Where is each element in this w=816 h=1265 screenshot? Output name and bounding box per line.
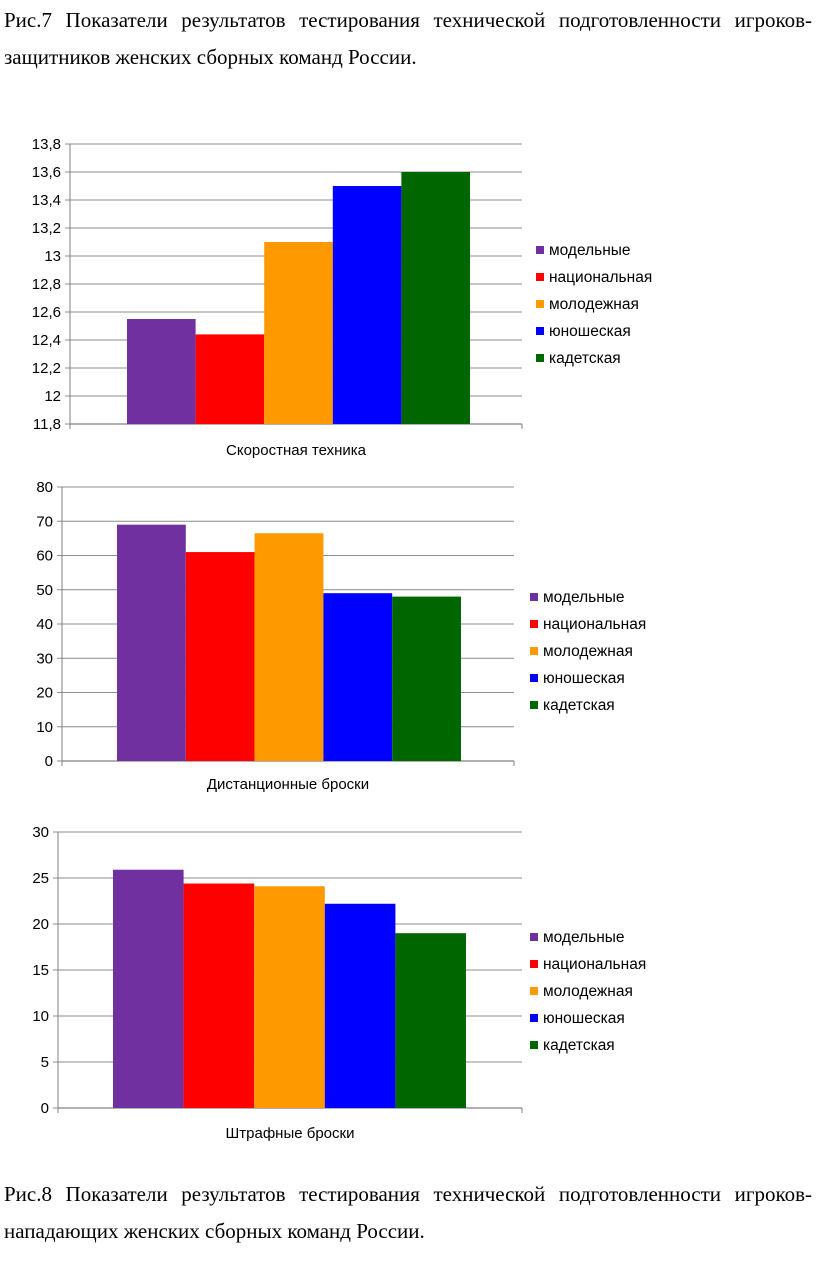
legend-entry: юношеская <box>543 1010 625 1027</box>
legend-entry: модельные <box>543 589 625 606</box>
chart-speed-technique: 11,8 12 12,2 12,4 12,6 12,8 13 13,2 13,4 13,6 13,8… <box>32 136 652 459</box>
y-tick-label: 15 <box>32 962 49 979</box>
legend-entry: юношеская <box>543 670 625 687</box>
legend-swatch <box>530 1014 538 1022</box>
legend-swatch <box>536 327 544 335</box>
y-tick-label: 12,6 <box>32 304 61 321</box>
legend-swatch <box>536 246 544 254</box>
y-tick-label: 0 <box>41 1100 49 1117</box>
legend: модельные национальная молодежная юношеская… <box>530 589 646 714</box>
y-tick-label: 12,4 <box>32 332 61 349</box>
y-tick-label: 20 <box>36 685 53 702</box>
y-tick-label: 40 <box>36 616 53 633</box>
legend-entry: национальная <box>549 269 652 286</box>
legend-swatch <box>530 593 538 601</box>
bar-3 <box>254 886 325 1108</box>
bar-4 <box>323 593 393 761</box>
y-tick-label: 12 <box>44 388 61 405</box>
bar-3 <box>254 533 324 761</box>
y-tick-label: 60 <box>36 548 53 565</box>
y-tick-label: 13,4 <box>32 192 61 209</box>
legend-swatch <box>536 300 544 308</box>
y-tick-label: 11,8 <box>33 416 61 433</box>
bar-1 <box>113 869 184 1108</box>
legend: модельные национальная молодежная юношеская… <box>536 242 652 367</box>
legend-entry: модельные <box>543 929 625 946</box>
bar-1 <box>117 524 186 761</box>
legend-swatch <box>530 987 538 995</box>
bar-5 <box>395 933 466 1108</box>
legend-entry: молодежная <box>543 643 633 660</box>
legend-swatch <box>530 701 538 709</box>
legend-entry: кадетская <box>549 350 621 367</box>
legend-swatch <box>530 933 538 941</box>
legend-entry: модельные <box>549 242 631 259</box>
y-tick-label: 70 <box>36 513 53 530</box>
legend-entry: национальная <box>543 616 646 633</box>
y-tick-label: 10 <box>36 719 53 736</box>
y-tick-label: 30 <box>32 824 49 841</box>
legend-entry: молодежная <box>543 983 633 1000</box>
bar-3 <box>264 242 333 424</box>
y-tick-label: 80 <box>36 479 53 496</box>
legend-entry: молодежная <box>549 296 639 313</box>
y-tick-label: 50 <box>36 582 53 599</box>
bar-2 <box>185 552 255 761</box>
y-tick-label: 20 <box>32 916 49 933</box>
y-tick-label: 25 <box>32 870 49 887</box>
bar-2 <box>183 883 255 1108</box>
x-axis-label: Дистанционные броски <box>207 776 369 793</box>
chart-distance-throws: 0 10 20 30 40 50 60 70 80 Дистанционные броски мод… <box>36 479 646 793</box>
legend-swatch <box>530 1041 538 1049</box>
y-tick-label: 13,8 <box>32 136 61 153</box>
legend-entry: юношеская <box>549 323 631 340</box>
y-tick-label: 13,6 <box>32 164 61 181</box>
y-tick-label: 30 <box>36 650 53 667</box>
y-tick-label: 5 <box>41 1054 49 1071</box>
legend-entry: национальная <box>543 956 646 973</box>
y-tick-label: 13 <box>44 248 61 265</box>
legend-swatch <box>530 647 538 655</box>
x-axis-label: Штрафные броски <box>226 1125 355 1142</box>
bar-2 <box>195 334 265 424</box>
y-tick-label: 10 <box>32 1008 49 1025</box>
bar-1 <box>127 319 196 424</box>
legend: модельные национальная молодежная юношеская… <box>530 929 646 1054</box>
y-tick-label: 12,2 <box>32 360 61 377</box>
bar-5 <box>401 172 470 424</box>
chart-free-throws: 0 5 10 15 20 25 30 Штрафные броски модельные наци… <box>32 824 646 1142</box>
legend-swatch <box>536 354 544 362</box>
bar-4 <box>332 186 402 424</box>
legend-entry: кадетская <box>543 697 615 714</box>
legend-swatch <box>530 620 538 628</box>
figure-caption-bottom: Рис.8 Показатели результатов тестировани… <box>4 1182 812 1243</box>
legend-swatch <box>530 960 538 968</box>
legend-entry: кадетская <box>543 1037 615 1054</box>
figure-caption-top: Рис.7 Показатели результатов тестировани… <box>4 8 812 69</box>
legend-swatch <box>530 674 538 682</box>
y-tick-label: 13,2 <box>32 220 61 237</box>
bar-4 <box>324 903 396 1108</box>
y-tick-label: 0 <box>45 753 53 770</box>
legend-swatch <box>536 273 544 281</box>
y-tick-label: 12,8 <box>32 276 61 293</box>
x-axis-label: Скоростная техника <box>226 442 367 459</box>
bar-5 <box>392 596 461 761</box>
